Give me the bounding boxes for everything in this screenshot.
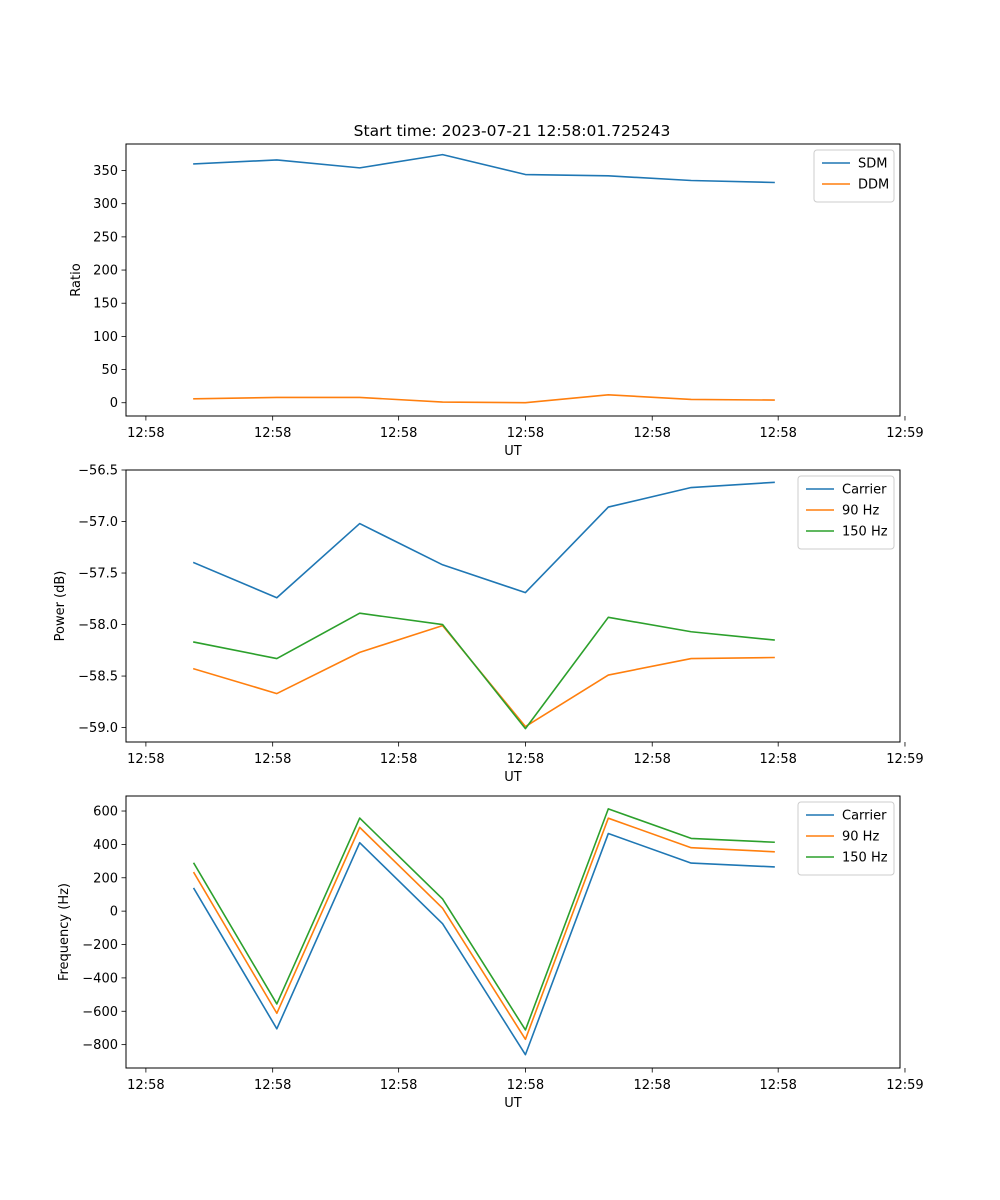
x-tick-label: 12:58 [127,426,164,441]
x-tick-label: 12:58 [127,752,164,767]
y-axis-label: Ratio [69,263,84,296]
series-line-150-hz [192,808,775,1031]
y-tick-label: −800 [82,1038,118,1053]
series-line-ddm [193,393,775,404]
y-tick-label: −400 [82,971,118,986]
plot-frame [125,795,901,1069]
series-line-90-hz [192,817,775,1041]
plot-frame [125,469,901,743]
power-panel: 12:58 12:58 12:58 12:58 12:58 12:58 12:59 −59.0… [53,464,924,786]
x-tick-label: 12:58 [633,426,670,441]
x-axis-label: UT [504,1096,522,1111]
x-tick-label: 12:58 [759,426,796,441]
x-tick-label: 12:58 [380,752,417,767]
y-tick-label: 200 [93,264,118,279]
y-tick-label: −57.0 [78,515,118,530]
ratio-panel: 12:58 12:58 12:58 12:58 12:58 12:58 12:59 0 50 10… [69,143,924,459]
y-tick-label: 300 [93,197,118,212]
legend-label-90-hz: 90 Hz [842,830,879,845]
x-tick-label: 12:58 [380,426,417,441]
x-tick-label: 12:58 [633,752,670,767]
y-tick-label: −58.5 [78,670,118,685]
legend: Carrier 90 Hz 150 Hz [797,475,895,550]
x-tick-label: 12:58 [254,1078,291,1093]
legend-label-carrier: Carrier [842,809,887,824]
x-axis-label: UT [504,444,522,459]
legend-label-ddm: DDM [858,178,889,193]
x-tick-label: 12:58 [633,1078,670,1093]
x-tick-label: 12:58 [759,1078,796,1093]
x-tick-label: 12:59 [886,1078,923,1093]
x-tick-label: 12:58 [507,1078,544,1093]
x-tick-label: 12:58 [759,752,796,767]
chart-title: Start time: 2023-07-21 12:58:01.725243 [354,122,671,140]
y-tick-label: 0 [110,905,118,920]
y-tick-label: 250 [93,230,118,245]
series-line-carrier [192,832,775,1056]
plot-frame [125,143,901,417]
x-tick-label: 12:58 [254,426,291,441]
x-tick-label: 12:58 [127,1078,164,1093]
y-tick-label: 600 [93,805,118,820]
y-tick-label: −56.5 [78,464,118,479]
legend-label-carrier: Carrier [842,483,887,498]
y-tick-label: −58.0 [78,618,118,633]
y-tick-label: 400 [93,838,118,853]
legend: Carrier 90 Hz 150 Hz [797,801,895,876]
legend: SDM DDM [813,149,895,203]
y-tick-label: 150 [93,297,118,312]
y-tick-label: 100 [93,330,118,345]
x-tick-label: 12:59 [886,426,923,441]
legend-label-150-hz: 150 Hz [842,525,888,540]
x-tick-label: 12:59 [886,752,923,767]
legend-label-sdm: SDM [858,157,887,172]
y-tick-label: −200 [82,938,118,953]
x-axis-label: UT [504,770,522,785]
y-tick-label: 50 [101,363,118,378]
y-tick-label: 0 [110,396,118,411]
series-line-carrier [192,481,775,599]
y-tick-label: −57.5 [78,567,118,582]
legend-label-150-hz: 150 Hz [842,851,888,866]
y-tick-label: 350 [93,164,118,179]
frequency-panel: 12:58 12:58 12:58 12:58 12:58 12:58 12:59 −800 −… [57,795,924,1111]
y-axis-label: Frequency (Hz) [57,883,72,981]
x-tick-label: 12:58 [507,426,544,441]
y-tick-label: −600 [82,1005,118,1020]
legend-label-90-hz: 90 Hz [842,504,879,519]
series-line-sdm [193,153,775,184]
x-tick-label: 12:58 [254,752,291,767]
x-tick-label: 12:58 [380,1078,417,1093]
y-axis-label: Power (dB) [53,571,68,642]
y-tick-label: 200 [93,871,118,886]
x-tick-label: 12:58 [507,752,544,767]
series-line-150-hz [193,612,775,730]
y-tick-label: −59.0 [78,721,118,736]
